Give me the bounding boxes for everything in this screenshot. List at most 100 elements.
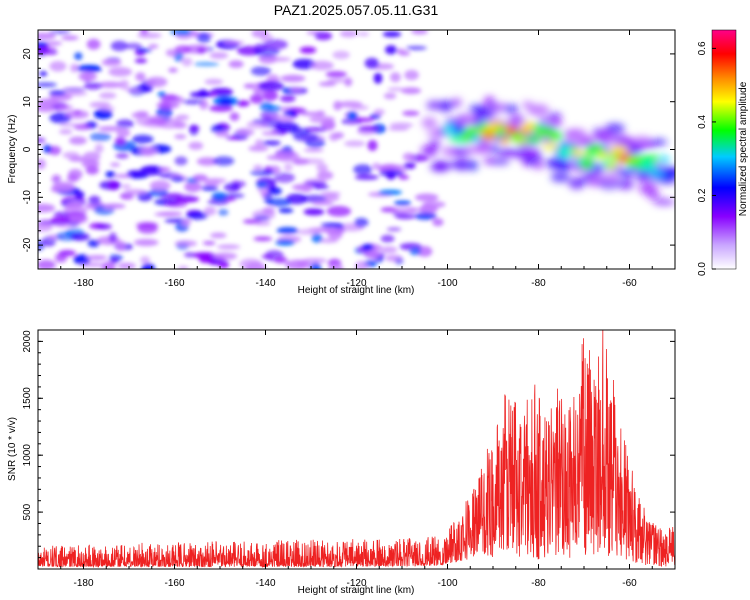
spectrogram-noise-blob — [38, 222, 53, 232]
spectrogram-noise-blob — [87, 239, 100, 248]
spectrogram-signal-blob — [494, 127, 507, 136]
spectrogram-noise-blob — [101, 261, 116, 269]
spectrogram-noise-blob — [236, 100, 250, 107]
spectrogram-noise-blob — [186, 211, 208, 220]
spectrogram-halo-blob — [650, 138, 668, 146]
spectrogram-noise-blob — [249, 94, 264, 104]
spectrogram-noise-blob — [389, 122, 414, 129]
spectrogram-noise-blob — [38, 259, 56, 269]
spectrogram-noise-blob — [78, 71, 97, 82]
spectrogram-noise-blob — [44, 41, 63, 46]
spectrogram-noise-blob — [347, 120, 358, 126]
spectrogram-noise-blob — [58, 129, 73, 135]
spectrogram-noise-blob — [165, 49, 178, 57]
spectrogram-noise-blob — [358, 125, 380, 132]
spectrogram-noise-blob — [98, 126, 122, 132]
spectrogram-noise-blob — [230, 186, 241, 191]
spectrogram-noise-blob — [48, 145, 61, 156]
spectrogram-noise-blob — [326, 205, 352, 217]
spectrogram-noise-blob — [212, 156, 235, 166]
spectrogram-noise-blob — [201, 185, 219, 191]
spectrogram-halo-blob — [429, 139, 441, 149]
spectrogram-noise-blob — [325, 71, 347, 78]
spectrogram-noise-blob — [62, 87, 86, 92]
spectrogram-noise-blob — [379, 169, 404, 177]
spectrogram-noise-blob — [209, 52, 229, 59]
colorbar: 0.0 0.2 0.4 0.6 Normalized spectral amplitu… — [697, 29, 749, 276]
spectrogram-noise-blob — [406, 207, 420, 213]
spectrogram-noise-blob — [354, 260, 369, 269]
y-tick-label: 1000 — [22, 444, 33, 467]
spectrogram-y-ticks: -20 -10 0 10 20 — [22, 29, 675, 270]
spectrogram-noise-blob — [246, 120, 270, 129]
spectrogram-noise-blob — [274, 256, 288, 264]
spectrogram-halo-blob — [460, 113, 475, 123]
spectrogram-noise-blob — [278, 208, 294, 214]
spectrogram-noise-blob — [53, 211, 69, 217]
spectrogram-noise-blob — [274, 151, 300, 162]
spectrogram-noise-blob — [140, 256, 151, 264]
spectrogram-halo-blob — [547, 117, 563, 129]
spectrogram-halo-blob — [426, 100, 444, 110]
spectrogram-noise-blob — [69, 136, 87, 145]
spectrogram-noise-blob — [125, 42, 142, 50]
y-tick-label: 500 — [22, 503, 33, 520]
spectrogram-noise-blob — [44, 49, 58, 55]
y-tick-label: 1500 — [22, 387, 33, 410]
spectrogram-signal-blob — [644, 154, 661, 162]
spectrogram-noise-blob — [146, 76, 168, 88]
spectrogram-noise-blob — [283, 163, 293, 172]
spectrogram-signal-ridge — [420, 96, 675, 206]
snr-panel: -180 -160 -140 -120 -100 -80 -60 500 1000 1500 20… — [7, 329, 676, 596]
spectrogram-noise-blob — [170, 176, 185, 182]
spectrogram-noise-blob — [70, 232, 90, 241]
spectrogram-noise-blob — [108, 67, 133, 77]
spectrogram-noise-blob — [110, 40, 128, 52]
spectrogram-noise-blob — [398, 174, 410, 180]
spectrogram-halo-blob — [451, 97, 463, 107]
spectrogram-noise-blob — [207, 199, 229, 206]
spectrogram-noise-blob — [110, 258, 119, 264]
spectrogram-noise-blob — [89, 132, 112, 142]
spectrogram-noise-blob — [108, 180, 120, 191]
spectrogram-noise-blob — [115, 136, 126, 145]
spectrogram-noise-blob — [396, 48, 406, 55]
spectrogram-noise-blob — [385, 254, 403, 262]
snr-series-line — [38, 330, 675, 569]
spectrogram-noise-blob — [131, 112, 149, 119]
spectrogram-noise-blob — [178, 266, 189, 269]
spectrogram-noise-blob — [254, 43, 267, 53]
spectrogram-noise-blob — [261, 254, 274, 259]
spectrogram-noise-blob — [263, 39, 288, 50]
spectrogram-noise-blob — [380, 234, 395, 243]
spectrogram-noise-blob — [409, 247, 421, 256]
spectrogram-noise-blob — [316, 110, 326, 116]
spectrogram-noise-blob — [218, 260, 230, 269]
spectrogram-halo-blob — [661, 176, 675, 184]
spectrogram-noise-blob — [184, 181, 202, 193]
spectrogram-noise-blob — [250, 169, 275, 176]
spectrogram-noise-blob — [74, 190, 85, 199]
spectrogram-noise-blob — [121, 184, 131, 189]
spectrogram-noise-blob — [38, 98, 60, 107]
spectrogram-noise-blob — [49, 30, 71, 35]
spectrogram-noise-blob — [170, 30, 196, 36]
x-tick-label: -140 — [255, 578, 275, 589]
spectrogram-noise-blob — [403, 162, 416, 170]
spectrogram-noise-blob — [38, 158, 46, 170]
spectrogram-noise-blob — [253, 236, 273, 242]
spectrogram-noise-blob — [420, 205, 439, 211]
spectrogram-noise-blob — [216, 244, 241, 250]
spectrogram-noise-blob — [117, 262, 136, 269]
spectrogram-halo-blob — [605, 123, 625, 133]
spectrogram-noise-blob — [184, 252, 196, 258]
spectrogram-noise-blob — [367, 249, 380, 260]
spectrogram-noise-blob — [385, 45, 397, 55]
spectrogram-signal-blob — [596, 151, 610, 161]
spectrogram-noise-blob — [239, 258, 262, 269]
spectrogram-noise-blob — [357, 31, 370, 37]
x-tick-label: -120 — [346, 578, 366, 589]
spectrogram-noise-blob — [175, 114, 190, 120]
spectrogram-x-label: Height of straight line (km) — [298, 285, 415, 296]
